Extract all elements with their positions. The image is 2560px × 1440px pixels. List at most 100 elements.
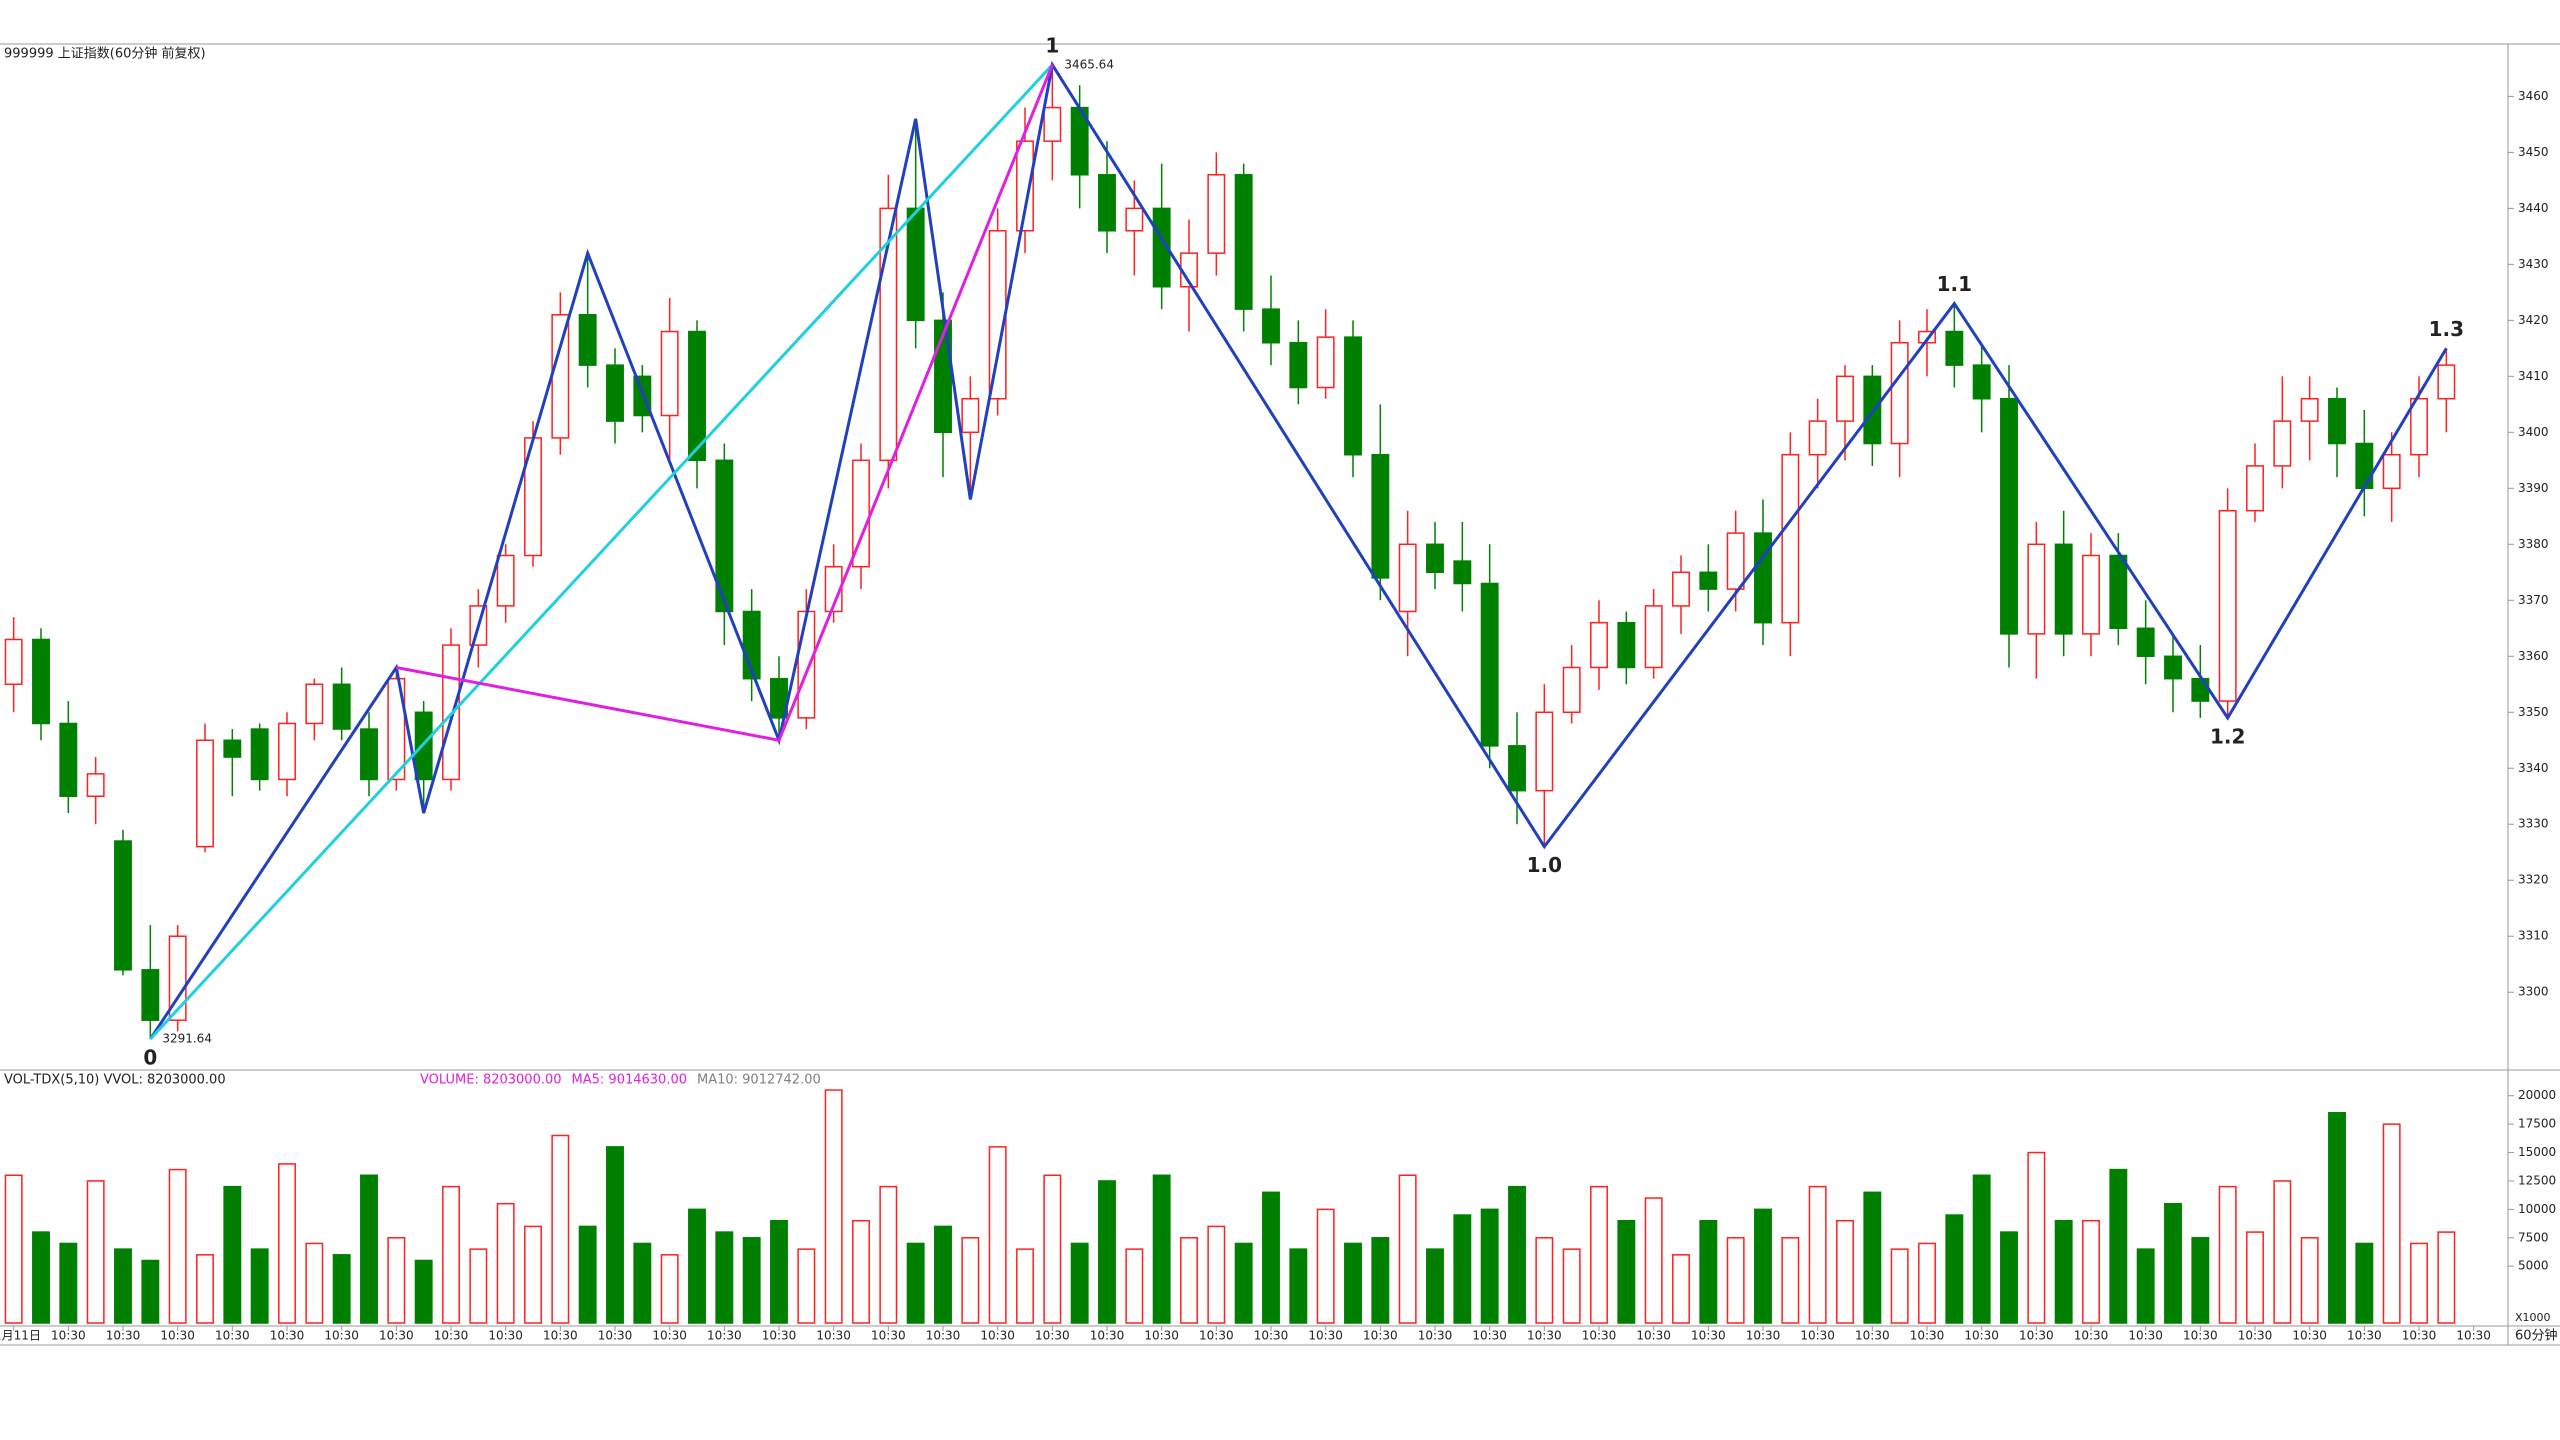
candle-body [961,397,980,434]
candle-body [2136,627,2155,658]
wave-line [396,64,1054,742]
candle-body [1207,174,1226,254]
x-tick-label: 10:30 [2238,1329,2273,1343]
volume-bar [742,1237,761,1324]
volume-bar [2246,1231,2264,1324]
volume-bar [2273,1180,2292,1324]
volume-bar [2328,1112,2346,1324]
candle-body [141,969,160,1021]
x-tick-label: 10:30 [2128,1329,2163,1343]
candle-body [1726,532,1745,590]
volume-bar [332,1254,351,1324]
wave-line [149,60,2448,1040]
candle-body [551,313,570,439]
x-tick-label: 10:30 [598,1329,633,1343]
volume-bar [770,1219,788,1324]
volume-bar [1289,1248,1308,1324]
volume-bar [387,1237,406,1324]
x-tick-label: 10:30 [762,1329,797,1343]
y-tick-label: 3360 [2518,649,2549,663]
candle-body [2410,397,2428,456]
volume-bar [1234,1242,1253,1324]
volume-bar [278,1163,296,1324]
x-tick-label: 10:30 [926,1329,961,1343]
x-tick-label: 10:30 [379,1329,414,1343]
volume-bar [578,1225,597,1324]
candle-body [1262,308,1280,344]
candle-body [114,840,132,971]
volume-bar [1863,1191,1882,1324]
chart-title: 999999 上证指数(60分钟 前复权) [4,46,206,62]
y-tick-label: 17500 [2518,1117,2556,1131]
y-tick-label: 3410 [2518,369,2549,383]
candle-body [1590,621,1608,669]
y-tick-label: 3390 [2518,481,2549,495]
volume-bar [934,1225,952,1324]
candle-body [1234,174,1253,310]
candle-body [1289,341,1308,389]
volume-bar [1344,1242,1362,1324]
volume-bar [1590,1185,1608,1324]
x-tick-label: 10:30 [1527,1329,1562,1343]
volume-bar [633,1242,652,1324]
candle-body [906,207,925,322]
x-tick-label: 10:30 [160,1329,195,1343]
x-tick-label: 10:30 [2456,1329,2491,1343]
volume-bar [1152,1174,1171,1324]
volume-bar [86,1180,105,1324]
candle-body [2218,509,2237,702]
volume-bar [1726,1237,1745,1324]
candle-body [2082,554,2100,635]
volume-bar [442,1185,460,1324]
volume-bar [114,1248,132,1324]
y-tick-label: 7500 [2518,1230,2549,1244]
candle-body [578,313,597,366]
x-tick-label: 10:30 [816,1329,851,1343]
candle-body [1043,106,1062,142]
x-tick-label: 10:30 [488,1329,523,1343]
volume-bar [961,1237,980,1324]
candle-body [1562,666,1581,714]
candle-body [2273,420,2292,467]
candle-body [196,739,214,848]
candle-body [223,739,242,758]
x-tick-label: 10:30 [1582,1329,1617,1343]
unit-label: X1000 [2515,1311,2551,1324]
candle-body [1672,571,1690,607]
legend-entry: MA10: 9012742.00 [697,1073,821,1088]
x-tick-label: 10:30 [1800,1329,1835,1343]
candle-body [824,565,843,613]
x-tick-label: 10:30 [51,1329,86,1343]
x-tick-label: 10:30 [2347,1329,2382,1343]
volume-bar [906,1242,925,1324]
annotation: 1.1 [1937,272,1972,296]
candle-body [688,330,706,462]
volume-bar [1016,1248,1034,1324]
volume-bar [2082,1219,2100,1324]
candle-body [797,610,816,719]
volume-bar [551,1134,570,1324]
x-tick-label: 10:30 [1144,1329,1179,1343]
candle-body [2437,364,2456,400]
volume-bar [1672,1254,1690,1324]
volume-bar [2300,1237,2319,1324]
candle-body [1480,582,1499,747]
volume-bar [1480,1208,1499,1324]
candle-body [2109,554,2128,630]
x-tick-label: 10:30 [215,1329,250,1343]
volume-bar [824,1089,843,1324]
candle-body [715,459,734,613]
candle-body [1836,375,1854,422]
volume-bar [2437,1231,2456,1324]
candle-body [2355,442,2374,490]
y-tick-label: 3430 [2518,257,2549,271]
volume-bar [1808,1185,1827,1324]
candle-body [387,677,406,781]
y-tick-label: 20000 [2518,1088,2556,1102]
candle-body [1972,364,1991,400]
x-tick-label: 10:30 [106,1329,141,1343]
x-tick-label: 10:30 [1636,1329,1671,1343]
candle-body [1152,207,1171,288]
y-tick-label: 3350 [2518,705,2549,719]
y-tick-label: 3380 [2518,537,2549,551]
